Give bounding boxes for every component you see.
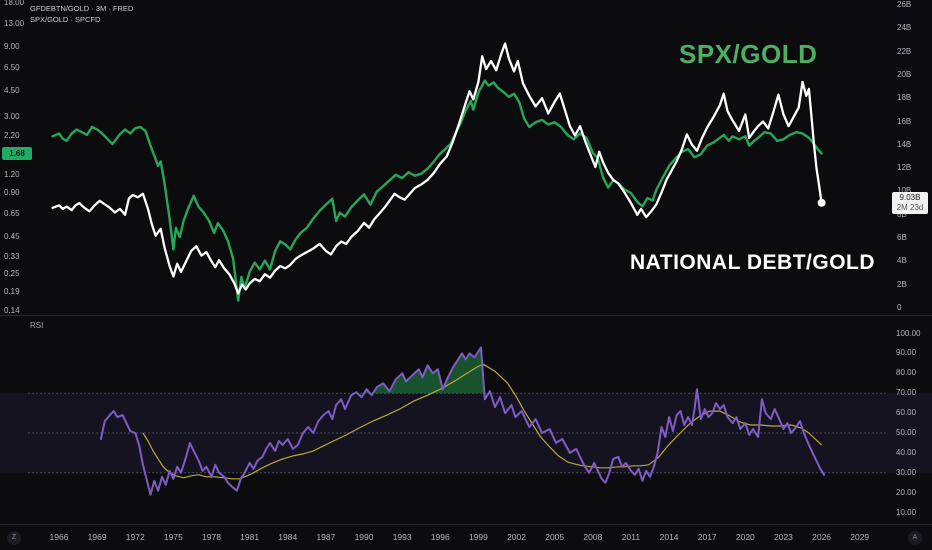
right-axis-tick: 20B xyxy=(897,69,912,79)
left-axis-tick: 6.50 xyxy=(4,62,20,72)
right-axis-tick: 12B xyxy=(897,163,912,173)
rsi-overbought-fill xyxy=(372,347,485,394)
time-axis-tick: 1987 xyxy=(316,532,336,542)
left-axis-tick: 0.19 xyxy=(4,286,20,296)
price-pane[interactable] xyxy=(0,0,932,316)
time-axis-tick: 2008 xyxy=(583,532,603,542)
left-price-axis[interactable]: 18.00 13.00 9.00 6.50 4.50 3.00 2.20 1.20 0.90 0.… xyxy=(0,0,34,316)
rsi-axis-tick: 80.00 xyxy=(896,368,917,378)
spx-gold-annotation[interactable]: SPX/GOLD xyxy=(679,39,818,69)
time-axis-tick: 2002 xyxy=(507,532,526,542)
auto-scale-button[interactable]: A xyxy=(908,531,922,545)
time-axis-tick: 1999 xyxy=(468,532,488,542)
rsi-indicator-label[interactable]: RSI xyxy=(30,321,44,330)
spx-gold-line xyxy=(51,79,823,302)
time-axis-tick: 2017 xyxy=(697,532,717,542)
left-axis-tick: 18.00 xyxy=(4,0,25,8)
rsi-axis-tick: 90.00 xyxy=(896,348,917,358)
time-axis-tick: 2005 xyxy=(545,532,565,542)
left-axis-tick: 0.45 xyxy=(4,231,20,241)
right-axis-tick: 24B xyxy=(897,23,912,33)
left-axis-tick: 1.20 xyxy=(4,169,20,179)
rsi-axis[interactable]: 100.00 90.00 80.00 70.00 60.00 50.00 40.00 30.0… xyxy=(890,316,932,524)
rsi-axis-tick: 70.00 xyxy=(896,388,917,398)
time-axis-tick: 2020 xyxy=(735,532,755,542)
rsi-axis-tick: 50.00 xyxy=(896,428,917,437)
rsi-axis-tick: 10.00 xyxy=(896,507,917,517)
right-axis-tick: 4B xyxy=(897,256,907,266)
left-axis-tick: 0.65 xyxy=(4,208,20,218)
right-axis-tick: 2B xyxy=(897,279,907,289)
right-axis-tick: 18B xyxy=(897,93,912,103)
right-axis-tick: 16B xyxy=(897,116,912,126)
right-axis-tick: 10B xyxy=(897,186,912,196)
time-axis-divider xyxy=(0,524,932,525)
time-axis-tick: 1996 xyxy=(430,532,450,542)
time-axis-tick: 1975 xyxy=(163,532,183,542)
timezone-button[interactable]: Z xyxy=(7,531,21,545)
left-axis-tick: 0.33 xyxy=(4,251,20,261)
left-axis-tick: 3.00 xyxy=(4,111,20,121)
rsi-axis-tick: 100.00 xyxy=(896,328,921,338)
time-axis-tick: 1984 xyxy=(278,532,298,542)
legend: GFDEBTN/GOLD · 3M · FRED SPX/GOLD · SPCF… xyxy=(30,3,133,25)
legend-row-spxgold[interactable]: SPX/GOLD · SPCFD xyxy=(30,15,101,24)
left-axis-tick: 2.20 xyxy=(4,131,20,141)
left-axis-tick: 4.50 xyxy=(4,85,20,95)
time-axis-tick: 1978 xyxy=(202,532,221,542)
right-axis-tick: 0 xyxy=(897,303,902,312)
right-price-axis[interactable]: 26B 24B 22B 20B 18B 16B 14B 12B 10B 8B 6B 4B 2B 0 xyxy=(890,0,932,316)
left-axis-tick: 13.00 xyxy=(4,18,25,28)
left-axis-tick: 0.14 xyxy=(4,306,20,315)
right-axis-tick: 22B xyxy=(897,46,912,56)
time-axis-tick: 2026 xyxy=(812,532,832,542)
rsi-axis-tick: 20.00 xyxy=(896,487,917,497)
rsi-axis-tick: 60.00 xyxy=(896,408,917,418)
left-axis-tick: 0.25 xyxy=(4,269,20,279)
legend-row-gfdebtn[interactable]: GFDEBTN/GOLD · 3M · FRED xyxy=(30,4,134,13)
pane-divider[interactable] xyxy=(0,315,932,316)
rsi-axis-tick: 30.00 xyxy=(896,467,917,477)
time-axis[interactable]: Z A 1966 1969 1972 1975 1978 1981 1984 1987 1990… xyxy=(0,525,932,550)
time-axis-tick: 1972 xyxy=(125,532,145,542)
right-axis-tick: 8B xyxy=(897,209,907,219)
time-axis-tick: 1981 xyxy=(240,532,260,542)
time-axis-tick: 1990 xyxy=(354,532,374,542)
time-axis-tick: 2023 xyxy=(774,532,793,542)
right-axis-tick: 6B xyxy=(897,233,907,243)
national-debt-gold-annotation[interactable]: NATIONAL DEBT/GOLD xyxy=(630,251,876,274)
time-axis-tick: 2014 xyxy=(659,532,679,542)
time-axis-tick: 1966 xyxy=(49,532,69,542)
right-axis-tick: 26B xyxy=(897,0,912,9)
rsi-line xyxy=(99,346,826,496)
time-axis-tick: 1993 xyxy=(392,532,412,542)
right-axis-tick: 14B xyxy=(897,139,912,149)
time-axis-tick: 2011 xyxy=(621,532,641,542)
debt-gold-last-point-marker xyxy=(817,198,826,207)
left-axis-tick: 9.00 xyxy=(4,42,20,51)
left-axis-tick: 0.90 xyxy=(4,188,20,197)
time-axis-tick: 2029 xyxy=(850,532,870,542)
time-axis-tick: 1969 xyxy=(87,532,107,542)
rsi-pane[interactable] xyxy=(0,316,932,524)
debt-gold-line xyxy=(51,42,823,295)
rsi-axis-tick: 40.00 xyxy=(896,447,917,457)
